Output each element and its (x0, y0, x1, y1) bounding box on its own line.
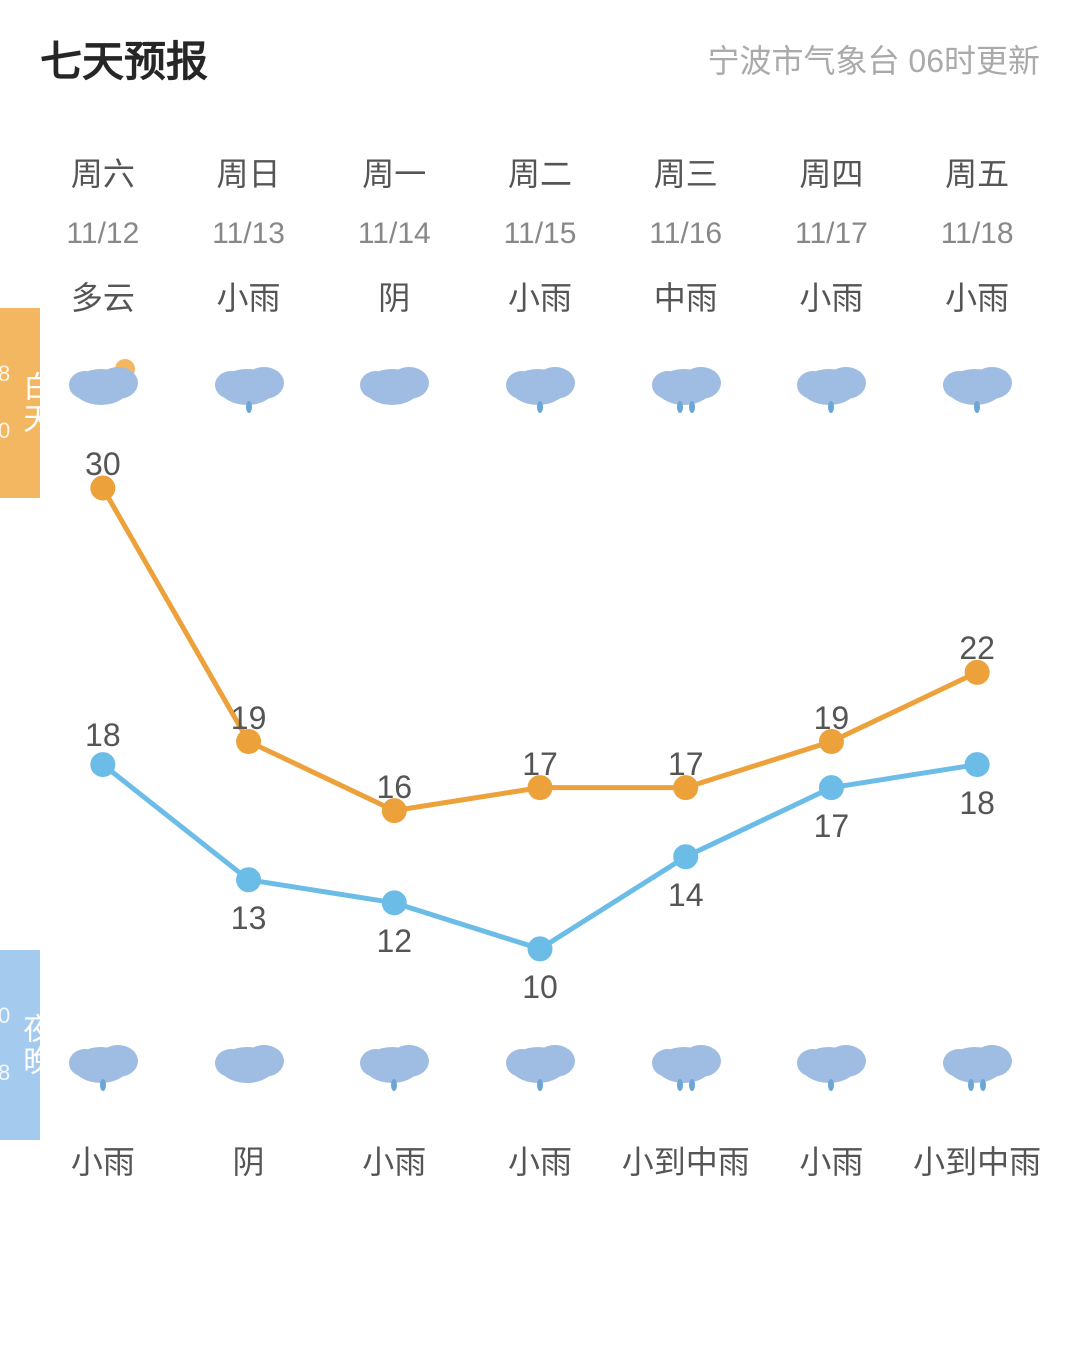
station-info: 宁波市气象台 06时更新 (708, 36, 1041, 82)
night-icon-row (0, 1025, 1080, 1113)
sidebar-night-label: 夜晚 (12, 1013, 56, 1077)
night-condition: 小雨 (799, 1137, 863, 1183)
weekday-row: 周六 周日 周一 周二 周三 周四 周五 (0, 109, 1080, 195)
night-condition: 小雨 (508, 1137, 572, 1183)
day-weather-icon (613, 355, 759, 435)
night-weather-icon (613, 1033, 759, 1113)
day-weather-icon (904, 355, 1050, 435)
high-temp-label: 30 (85, 446, 121, 483)
weekday: 周六 (71, 149, 135, 195)
night-condition: 阴 (233, 1137, 265, 1183)
day-condition: 中雨 (654, 273, 718, 319)
header: 七天预报 宁波市气象台 06时更新 (0, 0, 1080, 109)
date: 11/15 (504, 217, 577, 251)
low-temp-label: 14 (668, 877, 704, 914)
date: 11/13 (212, 217, 285, 251)
day-weather-icon (176, 355, 322, 435)
low-temp-label: 17 (814, 808, 850, 845)
page-title: 七天预报 (40, 28, 208, 89)
high-temp-label: 16 (376, 769, 412, 806)
date: 11/14 (358, 217, 431, 251)
night-weather-icon (467, 1033, 613, 1113)
night-condition: 小雨 (71, 1137, 135, 1183)
day-condition: 小雨 (217, 273, 281, 319)
night-weather-icon (759, 1033, 905, 1113)
day-weather-icon (759, 355, 905, 435)
weekday: 周五 (945, 149, 1009, 195)
low-temp-label: 12 (376, 923, 412, 960)
night-weather-icon (321, 1033, 467, 1113)
date: 11/16 (649, 217, 722, 251)
sidebar-night-time: 20|08 (0, 1002, 12, 1088)
weekday: 周日 (217, 149, 281, 195)
weekday: 周四 (799, 149, 863, 195)
date-row: 11/12 11/13 11/14 11/15 11/16 11/17 11/18 (0, 195, 1080, 251)
day-condition: 小雨 (799, 273, 863, 319)
date: 11/12 (66, 217, 139, 251)
day-condition: 小雨 (508, 273, 572, 319)
temperature-chart: 30 18 19 13 16 12 17 10 17 14 19 17 22 18 (30, 435, 1050, 1025)
weekday: 周二 (508, 149, 572, 195)
low-temp-label: 13 (231, 900, 267, 937)
night-weather-icon (176, 1033, 322, 1113)
date: 11/17 (795, 217, 868, 251)
day-condition-row: 多云 小雨 阴 小雨 中雨 小雨 小雨 (0, 251, 1080, 319)
day-icon-row (0, 319, 1080, 435)
sidebar-night: 夜晚 20|08 (0, 950, 40, 1140)
day-weather-icon (321, 355, 467, 435)
sidebar-day: 白天 08|20 (0, 308, 40, 498)
chart-svg (30, 435, 1050, 1025)
day-weather-icon (467, 355, 613, 435)
weekday: 周三 (654, 149, 718, 195)
high-temp-label: 17 (668, 746, 704, 783)
weekday: 周一 (362, 149, 426, 195)
night-condition: 小到中雨 (622, 1137, 750, 1183)
day-condition: 小雨 (945, 273, 1009, 319)
date: 11/18 (941, 217, 1014, 251)
day-condition: 阴 (378, 273, 410, 319)
low-temp-label: 18 (85, 717, 121, 754)
day-condition: 多云 (71, 273, 135, 319)
night-condition: 小雨 (362, 1137, 426, 1183)
high-temp-label: 19 (814, 700, 850, 737)
night-condition: 小到中雨 (913, 1137, 1041, 1183)
high-temp-label: 19 (231, 700, 267, 737)
high-temp-label: 22 (959, 630, 995, 667)
sidebar-day-time: 08|20 (0, 360, 12, 446)
high-temp-label: 17 (522, 746, 558, 783)
low-temp-label: 10 (522, 969, 558, 1006)
low-temp-label: 18 (959, 785, 995, 822)
sidebar-day-label: 白天 (12, 371, 56, 435)
night-weather-icon (904, 1033, 1050, 1113)
night-condition-row: 小雨 阴 小雨 小雨 小到中雨 小雨 小到中雨 (0, 1113, 1080, 1183)
